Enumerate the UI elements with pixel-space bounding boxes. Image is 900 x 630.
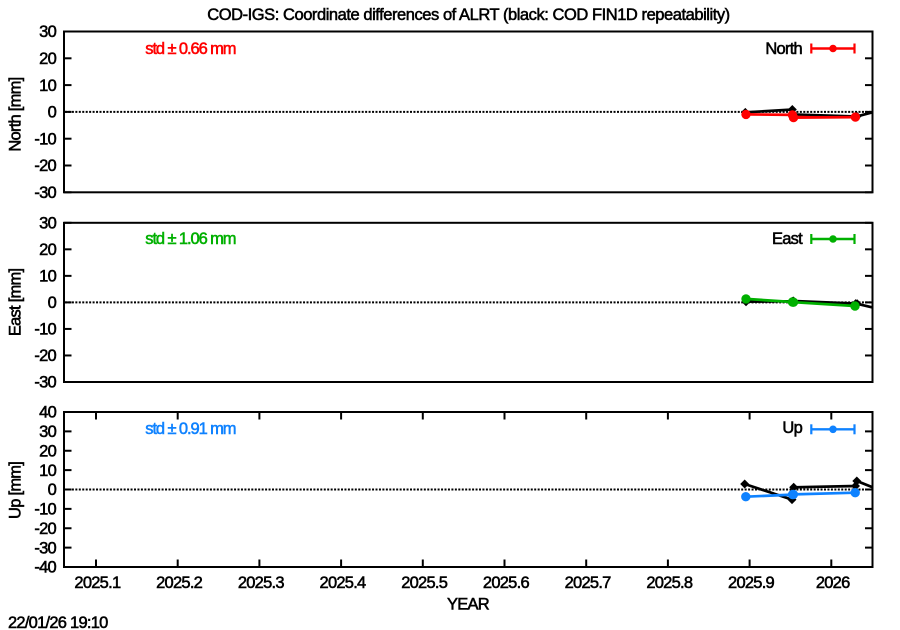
svg-text:10: 10: [39, 77, 56, 95]
svg-text:std ± 1.06 mm: std ± 1.06 mm: [145, 230, 235, 248]
svg-text:-10: -10: [34, 130, 56, 148]
svg-text:-20: -20: [34, 520, 56, 538]
svg-text:0: 0: [48, 294, 57, 312]
svg-text:2025.6: 2025.6: [483, 574, 530, 592]
svg-text:2026: 2026: [816, 574, 850, 592]
svg-text:20: 20: [39, 241, 56, 259]
svg-text:0: 0: [48, 104, 57, 122]
svg-text:10: 10: [39, 268, 56, 286]
svg-text:Up [mm]: Up [mm]: [6, 462, 24, 519]
svg-text:-20: -20: [34, 157, 56, 175]
svg-text:-30: -30: [34, 374, 56, 392]
svg-text:-20: -20: [34, 347, 56, 365]
svg-text:North: North: [765, 40, 802, 58]
svg-text:20: 20: [39, 50, 56, 68]
svg-text:North [mm]: North [mm]: [6, 77, 24, 151]
svg-text:-10: -10: [34, 321, 56, 339]
svg-text:30: 30: [39, 23, 56, 41]
svg-text:40: 40: [39, 404, 56, 422]
svg-text:10: 10: [39, 462, 56, 480]
svg-text:std ± 0.91 mm: std ± 0.91 mm: [145, 420, 235, 438]
svg-text:30: 30: [39, 215, 56, 233]
svg-text:30: 30: [39, 423, 56, 441]
svg-text:std ± 0.66 mm: std ± 0.66 mm: [145, 40, 235, 58]
svg-text:2025.7: 2025.7: [565, 574, 612, 592]
svg-text:20: 20: [39, 442, 56, 460]
svg-text:Up: Up: [782, 419, 802, 437]
svg-text:2025.2: 2025.2: [156, 574, 203, 592]
svg-text:-30: -30: [34, 539, 56, 557]
svg-text:-10: -10: [34, 501, 56, 519]
svg-text:2025.4: 2025.4: [320, 574, 367, 592]
svg-text:2025.3: 2025.3: [238, 574, 285, 592]
svg-text:2025.5: 2025.5: [401, 574, 448, 592]
svg-text:-40: -40: [34, 559, 56, 577]
svg-text:0: 0: [48, 481, 57, 499]
svg-text:22/01/26 19:10: 22/01/26 19:10: [8, 614, 108, 630]
svg-text:COD-IGS: Coordinate difference: COD-IGS: Coordinate differences of ALRT …: [207, 6, 729, 24]
svg-text:East [mm]: East [mm]: [6, 268, 24, 336]
svg-text:2025.9: 2025.9: [728, 574, 775, 592]
svg-text:-30: -30: [34, 184, 56, 202]
svg-text:East: East: [772, 230, 803, 248]
svg-text:YEAR: YEAR: [447, 596, 490, 614]
svg-text:2025.8: 2025.8: [646, 574, 693, 592]
svg-text:2025.1: 2025.1: [74, 574, 121, 592]
